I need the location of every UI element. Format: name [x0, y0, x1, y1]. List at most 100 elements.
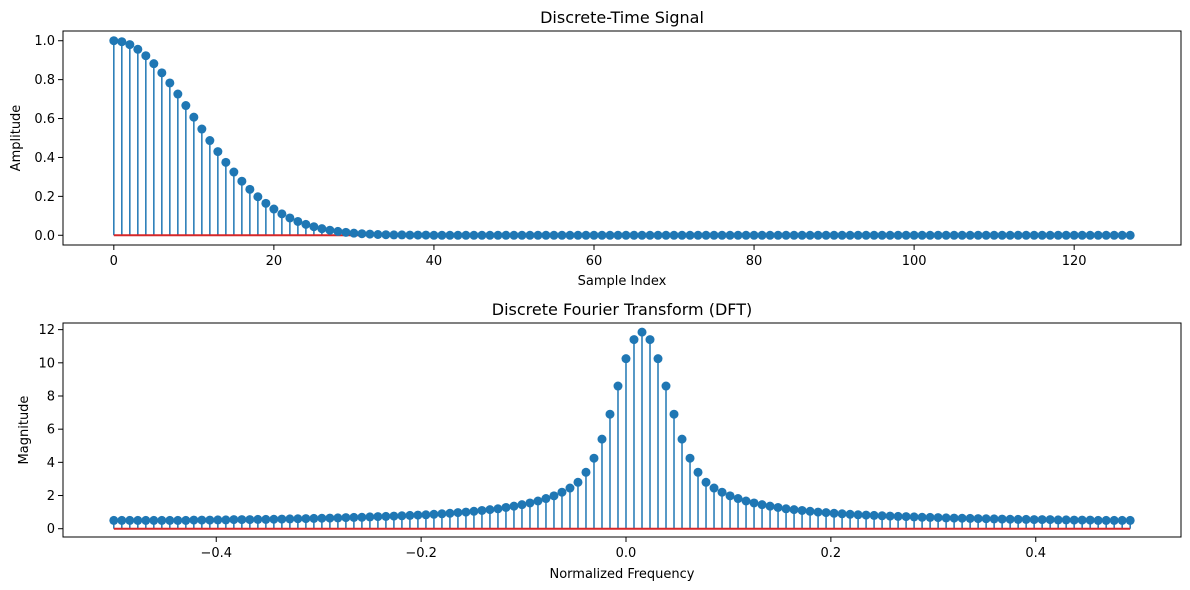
data-point [557, 230, 567, 240]
y-axis-label: Magnitude [17, 396, 32, 465]
data-point [581, 230, 591, 240]
y-tick-label: 0.0 [34, 229, 55, 244]
data-point [293, 514, 303, 524]
y-axis-label: Amplitude [9, 105, 24, 172]
data-point [197, 515, 207, 525]
data-point [317, 513, 327, 523]
data-point [429, 230, 439, 240]
data-point [589, 453, 599, 463]
data-point [141, 515, 151, 525]
data-point [149, 59, 159, 69]
data-point [1093, 230, 1103, 240]
data-point [981, 230, 991, 240]
data-point [365, 512, 375, 522]
data-point [373, 229, 383, 239]
data-point [405, 510, 415, 520]
data-point [781, 230, 791, 240]
y-tick-label: 10 [38, 356, 55, 371]
data-point [485, 505, 495, 515]
data-point [693, 467, 703, 477]
data-point [741, 496, 751, 506]
data-point [317, 224, 327, 234]
data-point [773, 502, 783, 512]
data-point [629, 335, 639, 345]
data-point [181, 515, 191, 525]
data-point [933, 230, 943, 240]
data-point [285, 213, 295, 223]
data-point [741, 230, 751, 240]
data-point [477, 505, 487, 515]
x-tick-label: 20 [266, 254, 283, 269]
data-point [813, 230, 823, 240]
data-point [661, 230, 671, 240]
data-point [1109, 515, 1119, 525]
data-point [797, 505, 807, 515]
data-point [1117, 515, 1127, 525]
data-point [349, 228, 359, 238]
data-point [997, 514, 1007, 524]
y-tick-label: 6 [47, 423, 55, 438]
data-point [637, 327, 647, 337]
data-point [629, 230, 639, 240]
data-point [173, 89, 183, 99]
data-point [613, 230, 623, 240]
data-point [1061, 515, 1071, 525]
data-point [685, 230, 695, 240]
data-point [213, 147, 223, 157]
data-point [853, 230, 863, 240]
data-point [133, 44, 143, 54]
data-point [453, 230, 463, 240]
data-point [909, 512, 919, 522]
data-point [181, 101, 191, 111]
data-point [261, 198, 271, 208]
data-point [949, 230, 959, 240]
data-point [709, 230, 719, 240]
data-point [1029, 515, 1039, 525]
y-tick-label: 0.6 [34, 112, 55, 127]
data-point [685, 453, 695, 463]
data-point [293, 216, 303, 226]
data-point [157, 68, 167, 78]
data-point [301, 514, 311, 524]
plot-frame [62, 322, 1182, 538]
data-point [565, 483, 575, 493]
data-point [717, 230, 727, 240]
data-point [877, 511, 887, 521]
data-point [421, 510, 431, 520]
data-point [501, 230, 511, 240]
data-point [725, 230, 735, 240]
data-point [397, 230, 407, 240]
data-point [1069, 230, 1079, 240]
data-point [125, 40, 135, 50]
stem-markers [109, 327, 1135, 525]
data-point [437, 230, 447, 240]
data-point [493, 230, 503, 240]
data-point [549, 230, 559, 240]
y-tick-label: 0.4 [34, 151, 55, 166]
data-point [637, 230, 647, 240]
data-point [469, 230, 479, 240]
data-point [253, 192, 263, 202]
data-point [845, 509, 855, 519]
data-point [925, 230, 935, 240]
data-point [141, 51, 151, 61]
data-point [533, 230, 543, 240]
data-point [309, 513, 319, 523]
data-point [381, 511, 391, 521]
data-point [429, 509, 439, 519]
data-point [765, 230, 775, 240]
data-point [493, 504, 503, 514]
data-point [789, 230, 799, 240]
data-point [941, 513, 951, 523]
data-point [973, 514, 983, 524]
data-point [221, 515, 231, 525]
chart-title: Discrete-Time Signal [540, 8, 704, 27]
data-point [789, 505, 799, 515]
data-point [109, 36, 119, 46]
data-point [341, 513, 351, 523]
data-point [205, 515, 215, 525]
data-point [893, 230, 903, 240]
data-point [957, 230, 967, 240]
data-point [645, 335, 655, 345]
